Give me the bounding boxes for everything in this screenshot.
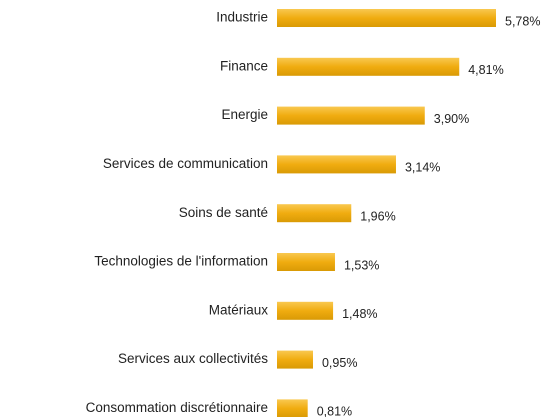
bar: [277, 155, 396, 174]
bar: [277, 301, 334, 320]
bar: [277, 204, 352, 223]
category-label: Energie: [221, 107, 268, 122]
category-label: Technologies de l'information: [94, 254, 268, 269]
value-label: 3,14%: [405, 161, 440, 175]
bar: [277, 9, 496, 27]
bar: [277, 57, 460, 76]
value-label: 1,96%: [360, 209, 395, 223]
value-label: 1,48%: [342, 307, 377, 321]
value-label: 0,81%: [317, 405, 352, 417]
category-label: Soins de santé: [179, 205, 268, 220]
value-label: 5,78%: [505, 14, 540, 28]
value-label: 1,53%: [344, 258, 379, 272]
category-label: Industrie: [216, 10, 268, 25]
category-label: Matériaux: [209, 302, 269, 317]
value-label: 0,95%: [322, 356, 357, 370]
bar: [277, 399, 308, 417]
category-label: Services de communication: [103, 156, 268, 171]
value-label: 3,90%: [434, 112, 469, 126]
bar: [277, 253, 335, 271]
category-label: Consommation discrétionnaire: [86, 400, 268, 415]
bar: [277, 106, 425, 125]
value-label: 4,81%: [468, 63, 503, 77]
category-label: Finance: [220, 58, 268, 73]
bar: [277, 350, 313, 369]
category-label: Services aux collectivités: [118, 351, 268, 366]
